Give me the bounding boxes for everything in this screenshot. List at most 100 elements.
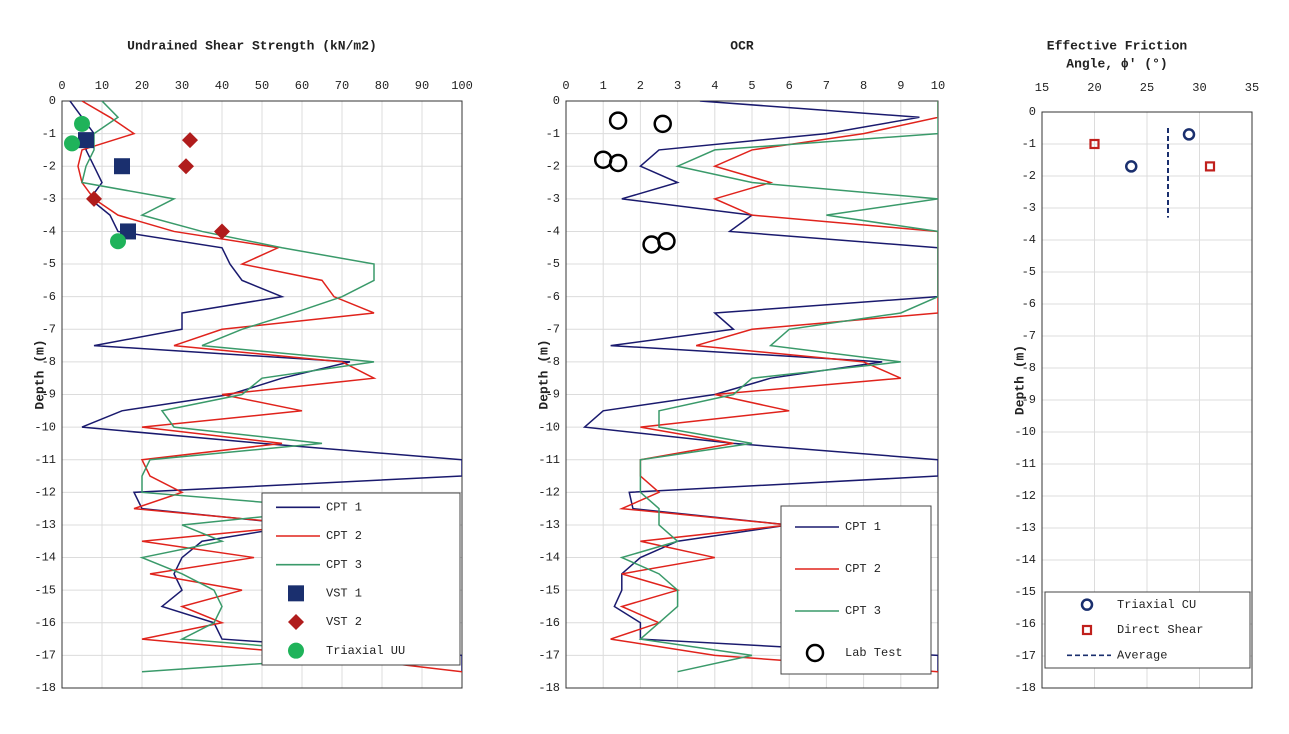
profile-line <box>81 101 383 673</box>
y-tick-label: -5 <box>546 257 560 271</box>
y-tick-label: -13 <box>538 518 560 532</box>
legend-label: Direct Shear <box>1117 623 1203 637</box>
y-axis-label: Depth (m) <box>536 339 551 409</box>
marker <box>657 231 676 251</box>
marker <box>1081 624 1093 636</box>
legend-label: Lab Test <box>845 646 903 660</box>
legend-label: CPT 1 <box>845 520 881 534</box>
x-tick-label: 80 <box>375 79 389 93</box>
y-tick-label: -7 <box>1022 329 1036 343</box>
legend-box <box>780 505 932 675</box>
x-tick-label: 8 <box>860 79 867 93</box>
marker <box>78 132 94 149</box>
y-tick-label: -6 <box>546 290 560 304</box>
y-tick-label: -11 <box>1014 457 1036 471</box>
marker <box>1204 161 1216 172</box>
x-tick-label: 20 <box>135 79 149 93</box>
marker <box>86 190 102 207</box>
y-tick-label: -17 <box>1014 649 1036 663</box>
y-tick-label: -10 <box>34 420 56 434</box>
y-axis-label: Depth (m) <box>32 339 47 409</box>
y-tick-label: -18 <box>538 681 560 695</box>
legend-label: Triaxial UU <box>326 644 405 658</box>
marker <box>182 132 198 149</box>
y-tick-label: -11 <box>34 453 56 467</box>
x-tick-label: 25 <box>1140 81 1154 95</box>
y-tick-label: -7 <box>546 322 560 336</box>
marker <box>214 223 230 240</box>
y-axis-label: Depth (m) <box>1012 345 1027 415</box>
marker <box>288 614 304 630</box>
x-tick-label: 7 <box>823 79 830 93</box>
y-tick-label: -14 <box>34 551 56 565</box>
y-tick-label: -2 <box>42 159 56 173</box>
y-tick-label: -17 <box>538 649 560 663</box>
legend-label: Triaxial CU <box>1117 598 1196 612</box>
y-tick-label: -8 <box>42 355 56 369</box>
marker <box>114 158 130 175</box>
chart-title: Undrained Shear Strength (kN/m2) <box>127 38 377 53</box>
legend-label: CPT 2 <box>326 529 362 543</box>
x-tick-label: 40 <box>215 79 229 93</box>
y-tick-label: -17 <box>34 649 56 663</box>
marker <box>608 111 628 130</box>
plot-frame <box>565 100 939 689</box>
marker <box>120 223 136 240</box>
x-tick-label: 15 <box>1035 81 1049 95</box>
y-tick-label: -1 <box>1022 137 1036 151</box>
marker <box>64 135 80 152</box>
chart-title: OCR <box>730 38 754 53</box>
y-tick-label: -16 <box>1014 617 1036 631</box>
x-tick-label: 3 <box>674 79 681 93</box>
x-tick-label: 20 <box>1087 81 1101 95</box>
x-tick-label: 9 <box>897 79 904 93</box>
y-tick-label: -9 <box>1022 393 1036 407</box>
marker <box>653 114 672 134</box>
plot-frame <box>61 100 463 689</box>
x-tick-label: 1 <box>600 79 607 93</box>
legend-label: CPT 2 <box>845 562 881 576</box>
y-tick-label: -5 <box>42 257 56 271</box>
y-tick-label: -15 <box>34 583 56 597</box>
y-tick-label: -9 <box>546 388 560 402</box>
y-tick-label: -6 <box>1022 297 1036 311</box>
marker <box>805 643 825 663</box>
y-tick-label: -4 <box>1022 233 1036 247</box>
marker <box>1182 128 1196 141</box>
marker <box>288 585 304 602</box>
y-tick-label: -9 <box>42 388 56 402</box>
y-tick-label: -4 <box>546 225 560 239</box>
y-tick-label: -2 <box>1022 169 1036 183</box>
y-tick-label: 0 <box>49 94 56 108</box>
chart-title: Effective Friction <box>1047 38 1188 53</box>
marker <box>1089 138 1100 150</box>
y-tick-label: -12 <box>538 486 560 500</box>
marker <box>110 233 126 250</box>
legend-label: VST 1 <box>326 587 362 601</box>
legend-label: CPT 1 <box>326 501 362 515</box>
x-tick-label: 10 <box>931 79 945 93</box>
y-tick-label: -6 <box>42 290 56 304</box>
marker <box>288 642 304 659</box>
profile-line <box>619 101 938 673</box>
x-tick-label: 30 <box>1192 81 1206 95</box>
legend-label: VST 2 <box>326 615 362 629</box>
y-tick-label: -11 <box>538 453 560 467</box>
marker <box>1125 160 1138 173</box>
y-tick-label: -18 <box>34 681 56 695</box>
y-tick-label: -8 <box>1022 361 1036 375</box>
marker <box>178 158 194 175</box>
legend-label: CPT 3 <box>326 558 362 572</box>
x-tick-label: 70 <box>335 79 349 93</box>
y-tick-label: -13 <box>1014 521 1036 535</box>
y-tick-label: -14 <box>538 551 560 565</box>
y-tick-label: -15 <box>538 583 560 597</box>
y-tick-label: 0 <box>1029 105 1036 119</box>
legend-label: Average <box>1117 649 1167 663</box>
y-tick-label: -4 <box>42 225 56 239</box>
plot-area <box>64 101 462 673</box>
x-tick-label: 2 <box>637 79 644 93</box>
x-tick-label: 30 <box>175 79 189 93</box>
plot-area <box>582 101 938 673</box>
